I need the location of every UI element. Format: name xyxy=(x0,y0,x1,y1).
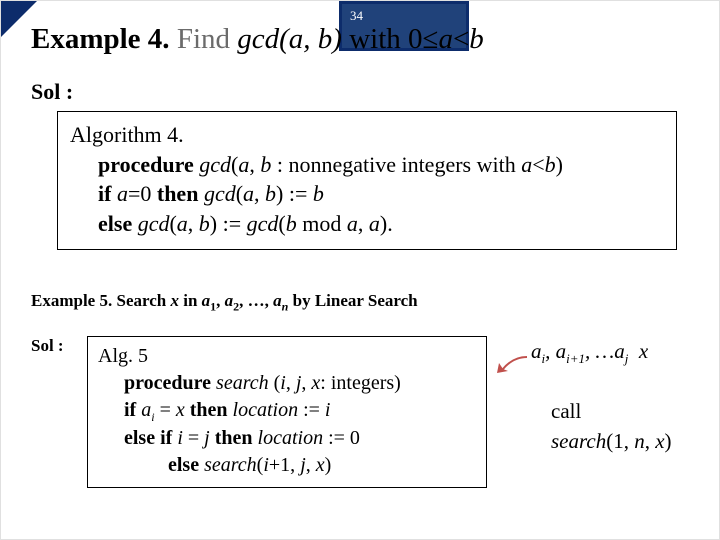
alg4-l2-eq: =0 xyxy=(128,181,157,206)
alg5-line2: if ai = x then location := i xyxy=(98,397,476,425)
alg5-l3-loc: location xyxy=(258,427,329,449)
alg4-l2-gcd: gcd xyxy=(204,181,236,206)
example-5-heading: Example 5. Search x in a1, a2, …, an by … xyxy=(31,291,418,314)
title-example-label: Example 4. xyxy=(31,23,177,55)
slide: 34 Example 4. Find gcd(a, b) with 0≤a<b … xyxy=(0,0,720,540)
alg4-l3-mid: (a, b) := xyxy=(169,211,246,236)
slide-title: Example 4. Find gcd(a, b) with 0≤a<b xyxy=(31,23,689,56)
alg4-l1-gcd: gcd xyxy=(199,152,231,177)
algorithm-5-box: Alg. 5 procedure search (i, j, x: intege… xyxy=(87,336,487,488)
alg5-l2-loc: location xyxy=(233,399,304,421)
alg5-l4-search: search xyxy=(204,454,257,476)
alg5-l3-ij: i = j xyxy=(177,427,214,449)
alg4-l3-gcd2: gcd xyxy=(247,211,279,236)
ex5-rest: Search x in a1, a2, …, an by Linear Sear… xyxy=(116,291,417,310)
alg5-l3-then: then xyxy=(215,427,258,449)
alg5-l3-elseif: else if xyxy=(124,427,177,449)
arrow-icon xyxy=(495,355,529,377)
alg5-header: Alg. 5 xyxy=(98,345,148,367)
alg5-line3: else if i = j then location := 0 xyxy=(98,425,476,452)
corner-fold-decoration xyxy=(1,1,37,37)
alg5-l2-eqx: = x xyxy=(160,399,190,421)
page-number: 34 xyxy=(342,4,466,24)
sequence-notation: ai, ai+1, …aj x xyxy=(531,339,648,367)
alg5-l3-zero: := 0 xyxy=(328,427,360,449)
alg4-l1-args: (a, b : nonnegative integers with a<b) xyxy=(231,152,563,177)
title-with: with xyxy=(342,23,408,55)
alg4-line3: else gcd(a, b) := gcd(b mod a, a). xyxy=(70,209,664,239)
alg4-l2-a: a xyxy=(117,181,128,206)
alg5-line1: procedure search (i, j, x: integers) xyxy=(98,370,476,397)
solution-label-2: Sol : xyxy=(31,336,64,356)
alg5-l1-proc: procedure xyxy=(124,372,216,394)
title-gcd-expr: gcd(a, b) xyxy=(237,23,342,55)
alg4-line2: if a=0 then gcd(a, b) := b xyxy=(70,179,664,209)
alg4-header: Algorithm 4. xyxy=(70,122,184,147)
alg5-l2-then: then xyxy=(190,399,233,421)
alg5-l4-args: (i+1, j, x) xyxy=(257,454,332,476)
alg5-l1-args: (i, j, x: integers) xyxy=(274,372,401,394)
title-find: Find xyxy=(177,23,237,55)
solution-label-1: Sol : xyxy=(31,79,73,105)
ex5-lead: Example 5. xyxy=(31,291,116,310)
alg4-line1: procedure gcd(a, b : nonnegative integer… xyxy=(70,150,664,180)
alg4-l1-proc: procedure xyxy=(98,152,199,177)
alg4-l3-else: else xyxy=(98,211,138,236)
title-condition: 0≤a<b xyxy=(408,23,484,55)
alg5-line4: else search(i+1, j, x) xyxy=(98,452,476,479)
alg5-l2-ai: ai xyxy=(141,399,159,421)
alg4-l2-if: if xyxy=(98,181,117,206)
call-search: search(1, n, x) xyxy=(551,429,672,454)
alg5-l4-else: else xyxy=(168,454,204,476)
call-label: call xyxy=(551,399,581,424)
alg4-l3-rest: (b mod a, a). xyxy=(278,211,392,236)
alg4-l2-rest: (a, b) := b xyxy=(236,181,324,206)
alg5-l2-if: if xyxy=(124,399,141,421)
alg5-l2-assign: := i xyxy=(303,399,330,421)
alg5-l1-search: search xyxy=(216,372,274,394)
alg4-l3-gcd1: gcd xyxy=(138,211,170,236)
alg4-l2-then: then xyxy=(157,181,204,206)
algorithm-4-box: Algorithm 4. procedure gcd(a, b : nonneg… xyxy=(57,111,677,250)
